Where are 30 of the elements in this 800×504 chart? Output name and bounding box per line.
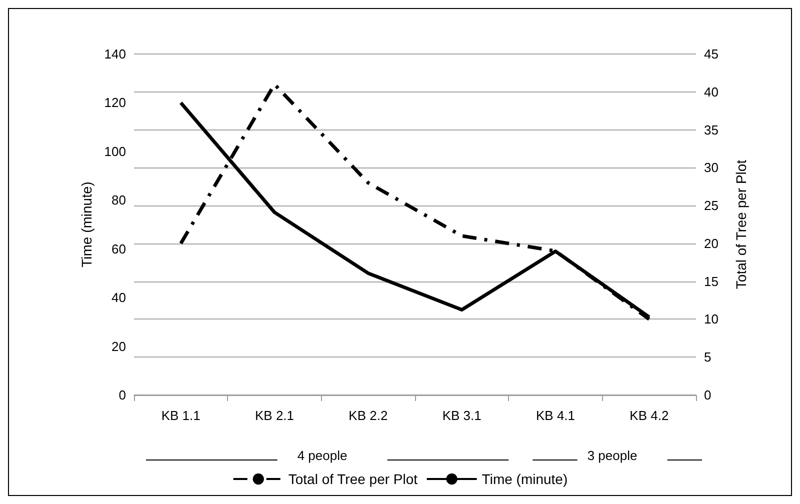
y-tick-label: 20 <box>112 338 126 354</box>
y2-tick-label: 0 <box>704 388 712 402</box>
y2-tick-label: 40 <box>704 84 718 100</box>
y2-tick-label: 15 <box>704 274 718 289</box>
y2-tick-label: 10 <box>704 312 718 327</box>
y-tick-label: 140 <box>104 46 126 62</box>
y2-tick-label: 25 <box>704 198 718 214</box>
x-tick-label: KB 4.1 <box>536 408 576 423</box>
text: 4 people <box>297 448 348 463</box>
y-tick-label: 0 <box>118 388 126 402</box>
x-tick-label: KB 2.1 <box>254 408 294 423</box>
y-tick-label: 100 <box>104 144 126 159</box>
y2-tick-label: 45 <box>704 46 718 62</box>
y2-tick-label: 5 <box>704 350 712 365</box>
y2-tick-label: 30 <box>704 160 718 176</box>
y-tick-label: 60 <box>112 241 126 256</box>
text: 3 people <box>587 448 638 463</box>
y2-tick-label: 35 <box>704 122 718 138</box>
x-tick-label: KB 3.1 <box>442 408 482 423</box>
y-tick-label: 40 <box>112 290 126 306</box>
legend-label: Total of Tree per Plot <box>288 471 418 487</box>
y2-axis-title: Total of Tree per Plot <box>733 160 749 290</box>
y-tick-label: 80 <box>112 192 126 208</box>
legend-label: Time (minute) <box>482 471 568 487</box>
y-tick-label: 120 <box>104 95 126 110</box>
y-axis-title: Time (minute) <box>78 182 94 268</box>
x-tick-label: KB 2.2 <box>348 408 388 423</box>
x-tick-label: KB 4.2 <box>630 408 669 423</box>
y2-tick-label: 20 <box>704 236 718 251</box>
x-tick-label: KB 1.1 <box>161 408 200 423</box>
